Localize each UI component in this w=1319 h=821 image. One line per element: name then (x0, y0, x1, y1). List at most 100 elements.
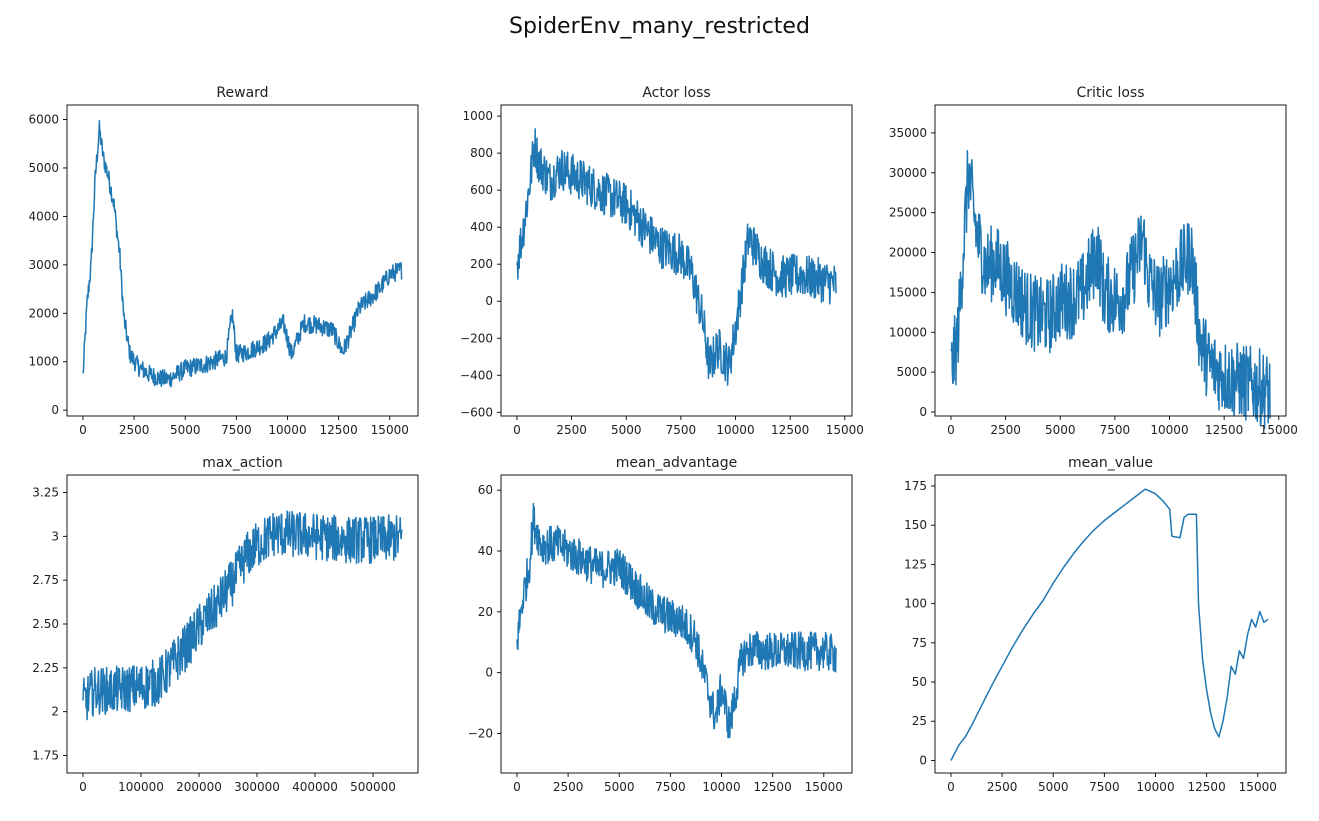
y-tick-label: 0 (485, 666, 493, 680)
y-tick-label: 175 (904, 479, 927, 493)
y-tick-label: 100 (904, 597, 927, 611)
x-tick-label: 300000 (234, 780, 280, 794)
x-tick-label: 2500 (119, 423, 150, 437)
x-tick-label: 5000 (611, 423, 642, 437)
x-tick-label: 0 (79, 780, 87, 794)
y-tick-label: 20000 (889, 246, 927, 260)
x-tick-label: 5000 (1045, 423, 1076, 437)
x-tick-label: 10000 (1136, 780, 1174, 794)
x-tick-label: 2500 (553, 780, 584, 794)
chart-title: Actor loss (642, 85, 710, 101)
series-line-0 (950, 149, 1271, 430)
y-tick-label: 600 (470, 183, 493, 197)
y-tick-label: 1.75 (32, 748, 59, 762)
chart-title: mean_advantage (616, 455, 737, 471)
y-tick-label: −20 (468, 726, 493, 740)
y-tick-label: 3000 (28, 258, 59, 272)
y-tick-label: 20 (478, 605, 493, 619)
y-tick-label: 2.50 (32, 617, 59, 631)
x-tick-label: 0 (947, 423, 955, 437)
x-tick-label: 7500 (655, 780, 686, 794)
y-tick-label: 10000 (889, 325, 927, 339)
x-tick-label: 7500 (221, 423, 252, 437)
x-tick-label: 10000 (702, 780, 740, 794)
x-tick-label: 15000 (1260, 423, 1298, 437)
x-tick-label: 0 (513, 780, 521, 794)
y-tick-label: 0 (51, 403, 59, 417)
y-tick-label: 3.25 (32, 486, 59, 500)
x-tick-label: 0 (947, 780, 955, 794)
x-tick-label: 2500 (990, 423, 1021, 437)
plot-frame (934, 474, 1287, 774)
plot-frame (66, 104, 419, 417)
x-tick-label: 15000 (1239, 780, 1277, 794)
x-tick-label: 12500 (754, 780, 792, 794)
y-tick-label: −200 (460, 331, 493, 345)
series-line-0 (516, 128, 837, 386)
x-tick-label: 12500 (771, 423, 809, 437)
y-tick-label: 15000 (889, 285, 927, 299)
chart-title: Reward (216, 85, 268, 101)
x-tick-label: 7500 (666, 423, 697, 437)
x-tick-label: 0 (79, 423, 87, 437)
y-tick-label: 400 (470, 220, 493, 234)
y-tick-label: 1000 (462, 109, 493, 123)
chart-panel-3: max_action 0 100000 200000 300000 400000 50000… (32, 455, 419, 794)
x-tick-label: 5000 (170, 423, 201, 437)
y-tick-label: 1000 (28, 355, 59, 369)
series-line-0 (516, 502, 837, 739)
x-tick-label: 500000 (350, 780, 396, 794)
x-tick-label: 2500 (987, 780, 1018, 794)
x-tick-label: 200000 (176, 780, 222, 794)
chart-panel-0: Reward 0 2500 5000 7500 10000 12500 15000 0 1000 2… (28, 85, 419, 437)
y-tick-label: 35000 (889, 126, 927, 140)
x-tick-label: 15000 (805, 780, 843, 794)
plot-frame (500, 474, 853, 774)
y-tick-label: 150 (904, 518, 927, 532)
y-tick-label: 2.25 (32, 661, 59, 675)
x-tick-label: 10000 (1150, 423, 1188, 437)
y-tick-label: 60 (478, 483, 493, 497)
x-tick-label: 2500 (556, 423, 587, 437)
y-tick-label: −600 (460, 405, 493, 419)
y-tick-label: 25000 (889, 206, 927, 220)
y-tick-label: 200 (470, 257, 493, 271)
y-tick-label: 0 (919, 405, 927, 419)
chart-title: Critic loss (1077, 85, 1145, 101)
chart-panel-4: mean_advantage 0 2500 5000 7500 10000 12500 150… (468, 455, 853, 794)
x-tick-label: 0 (513, 423, 521, 437)
y-tick-label: 40 (478, 544, 493, 558)
y-tick-label: 2 (51, 705, 59, 719)
y-tick-label: 5000 (896, 365, 927, 379)
y-tick-label: 6000 (28, 113, 59, 127)
y-tick-label: 5000 (28, 161, 59, 175)
chart-title: mean_value (1068, 455, 1153, 471)
chart-panel-5: mean_value 0 2500 5000 7500 10000 12500 15000 0 2… (904, 455, 1287, 794)
x-tick-label: 5000 (604, 780, 635, 794)
y-tick-label: 30000 (889, 166, 927, 180)
y-tick-label: 3 (51, 529, 59, 543)
x-tick-label: 12500 (1205, 423, 1243, 437)
x-tick-label: 5000 (1038, 780, 1069, 794)
y-tick-label: 50 (912, 675, 927, 689)
series-line-0 (82, 119, 403, 388)
x-tick-label: 12500 (1188, 780, 1226, 794)
y-tick-label: 125 (904, 557, 927, 571)
x-tick-label: 10000 (716, 423, 754, 437)
y-tick-label: 2.75 (32, 573, 59, 587)
figure-title: SpiderEnv_many_restricted (509, 14, 810, 39)
plot-frame (500, 104, 853, 417)
plot-frame (934, 104, 1287, 417)
y-tick-label: 4000 (28, 209, 59, 223)
x-tick-label: 15000 (826, 423, 864, 437)
y-tick-label: 25 (912, 714, 927, 728)
y-tick-label: 0 (919, 753, 927, 767)
chart-panel-2: Critic loss 0 2500 5000 7500 10000 12500 15000 0… (889, 85, 1298, 437)
x-tick-label: 100000 (118, 780, 164, 794)
x-tick-label: 12500 (320, 423, 358, 437)
y-tick-label: 75 (912, 636, 927, 650)
series-line-0 (82, 510, 403, 721)
y-tick-label: 0 (485, 294, 493, 308)
